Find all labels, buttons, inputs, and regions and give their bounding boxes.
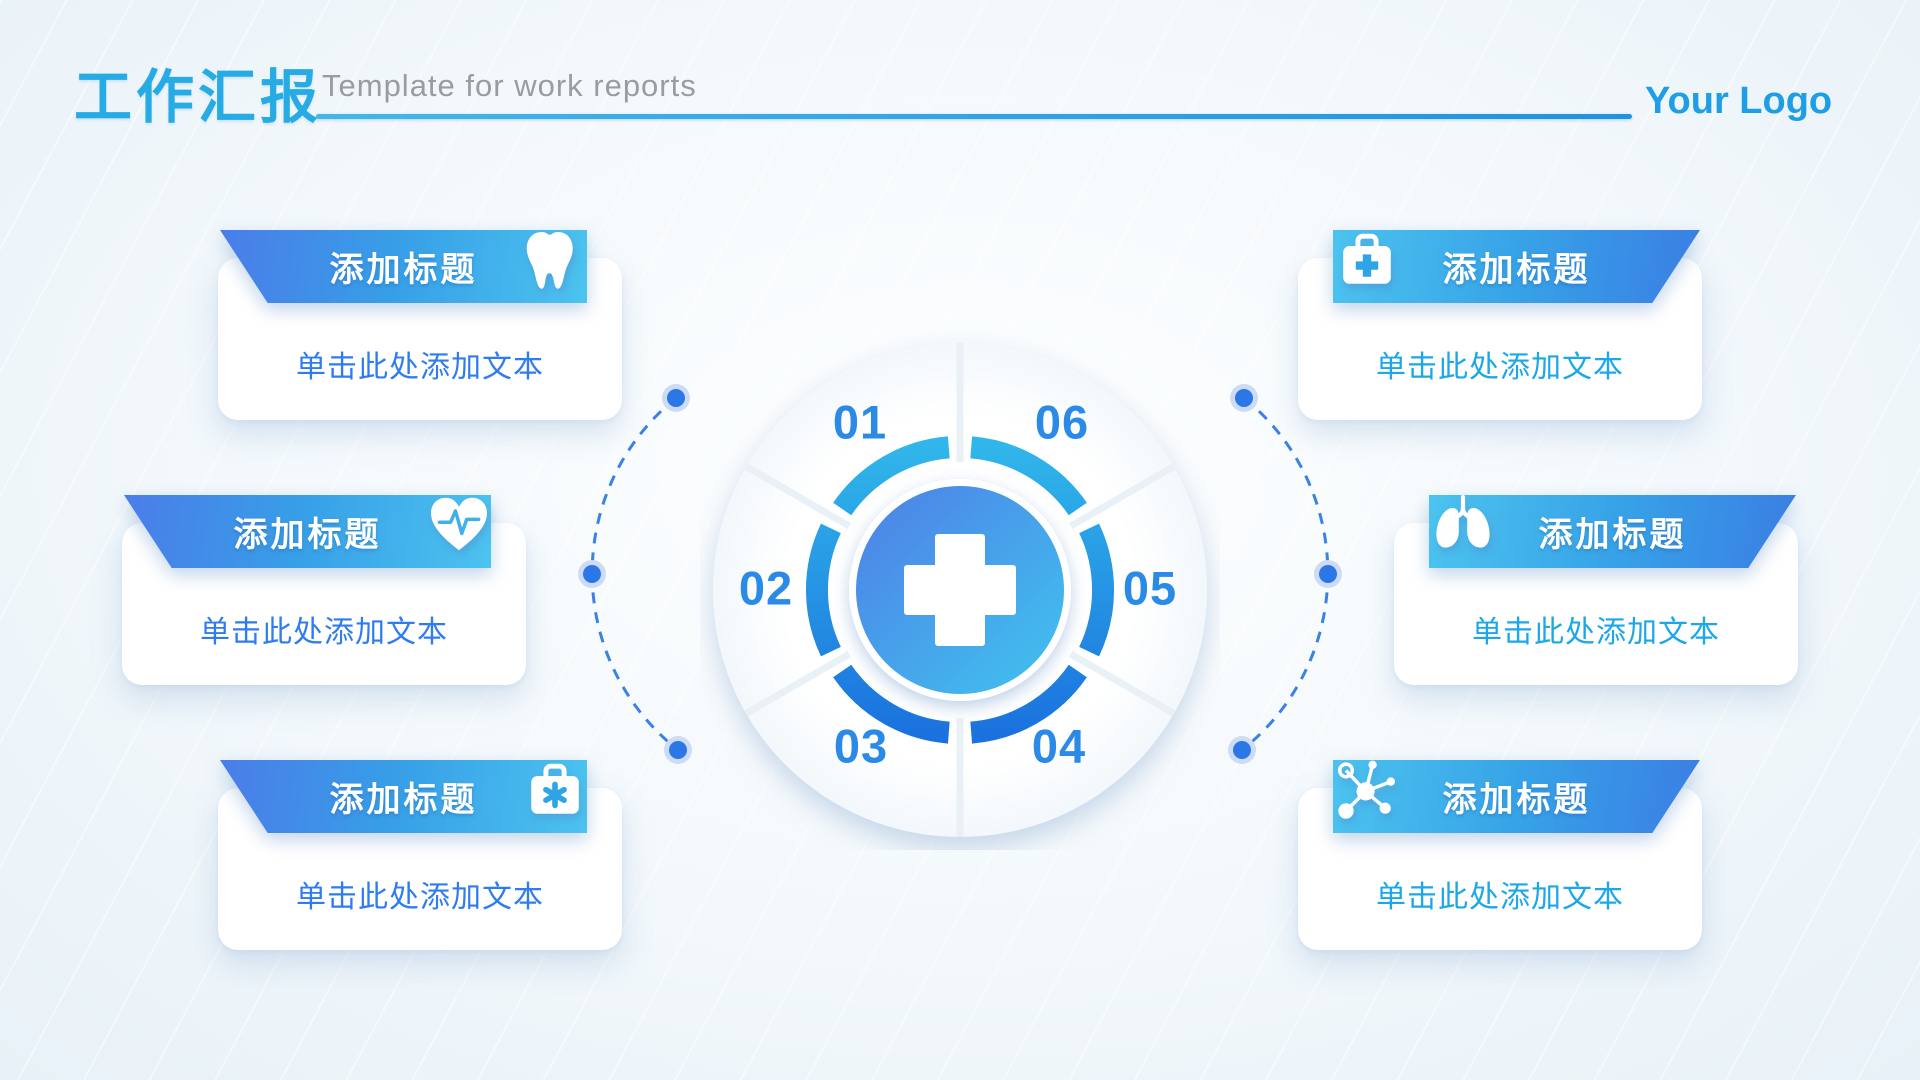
- card-title-banner[interactable]: 添加标题: [124, 495, 491, 568]
- wheel-step-05: 05: [1122, 561, 1178, 615]
- cycle-wheel: [713, 343, 1207, 837]
- card-title-banner[interactable]: 添加标题: [1333, 760, 1700, 833]
- page-subtitle: Template for work reports: [322, 68, 697, 103]
- molecule-icon: [1337, 760, 1395, 819]
- connector-dots: [578, 384, 1342, 764]
- first-aid-kit-star-icon: [531, 763, 579, 814]
- card-title-banner[interactable]: 添加标题: [220, 760, 587, 833]
- page-title: 工作汇报: [74, 65, 323, 130]
- card-body-text[interactable]: 单击此处添加文本: [1376, 881, 1624, 914]
- card-title: 添加标题: [1538, 516, 1687, 554]
- wheel-step-03: 03: [833, 719, 889, 773]
- tooth-icon: [526, 232, 573, 289]
- card-body-text[interactable]: 单击此处添加文本: [200, 616, 448, 649]
- card-body-text[interactable]: 单击此处添加文本: [1472, 616, 1720, 649]
- card-title-banner[interactable]: 添加标题: [220, 230, 587, 303]
- lungs-icon: [1436, 494, 1490, 548]
- first-aid-kit-cross-icon: [1343, 233, 1391, 284]
- heart-pulse-icon: [431, 497, 487, 551]
- card-title: 添加标题: [329, 781, 478, 819]
- wheel-step-04: 04: [1031, 719, 1087, 773]
- card-right-middle[interactable]: 添加标题 单击此处添加文本: [1394, 494, 1798, 685]
- wheel-ring: [806, 436, 1114, 744]
- card-left-top[interactable]: 添加标题 单击此处添加文本: [218, 230, 622, 420]
- card-title-banner[interactable]: 添加标题: [1429, 495, 1796, 568]
- wheel-step-01: 01: [832, 395, 888, 449]
- medical-cross-icon: [904, 534, 1016, 646]
- card-left-middle[interactable]: 添加标题 单击此处添加文本: [122, 495, 526, 685]
- card-title-banner[interactable]: 添加标题: [1333, 230, 1700, 303]
- header-divider: [316, 114, 1632, 119]
- card-right-top[interactable]: 添加标题 单击此处添加文本: [1298, 230, 1702, 420]
- card-title: 添加标题: [329, 251, 478, 289]
- card-left-bottom[interactable]: 添加标题 单击此处添加文本: [218, 760, 622, 950]
- card-body-text[interactable]: 单击此处添加文本: [1376, 351, 1624, 384]
- wheel-step-06: 06: [1034, 395, 1090, 449]
- card-body-text[interactable]: 单击此处添加文本: [296, 351, 544, 384]
- card-title: 添加标题: [1442, 251, 1591, 289]
- logo-text: Your Logo: [1645, 80, 1833, 122]
- card-title: 添加标题: [233, 516, 382, 554]
- wheel-step-02: 02: [738, 561, 794, 615]
- card-right-bottom[interactable]: 添加标题 单击此处添加文本: [1298, 760, 1702, 950]
- card-title: 添加标题: [1442, 781, 1591, 819]
- card-body-text[interactable]: 单击此处添加文本: [296, 881, 544, 914]
